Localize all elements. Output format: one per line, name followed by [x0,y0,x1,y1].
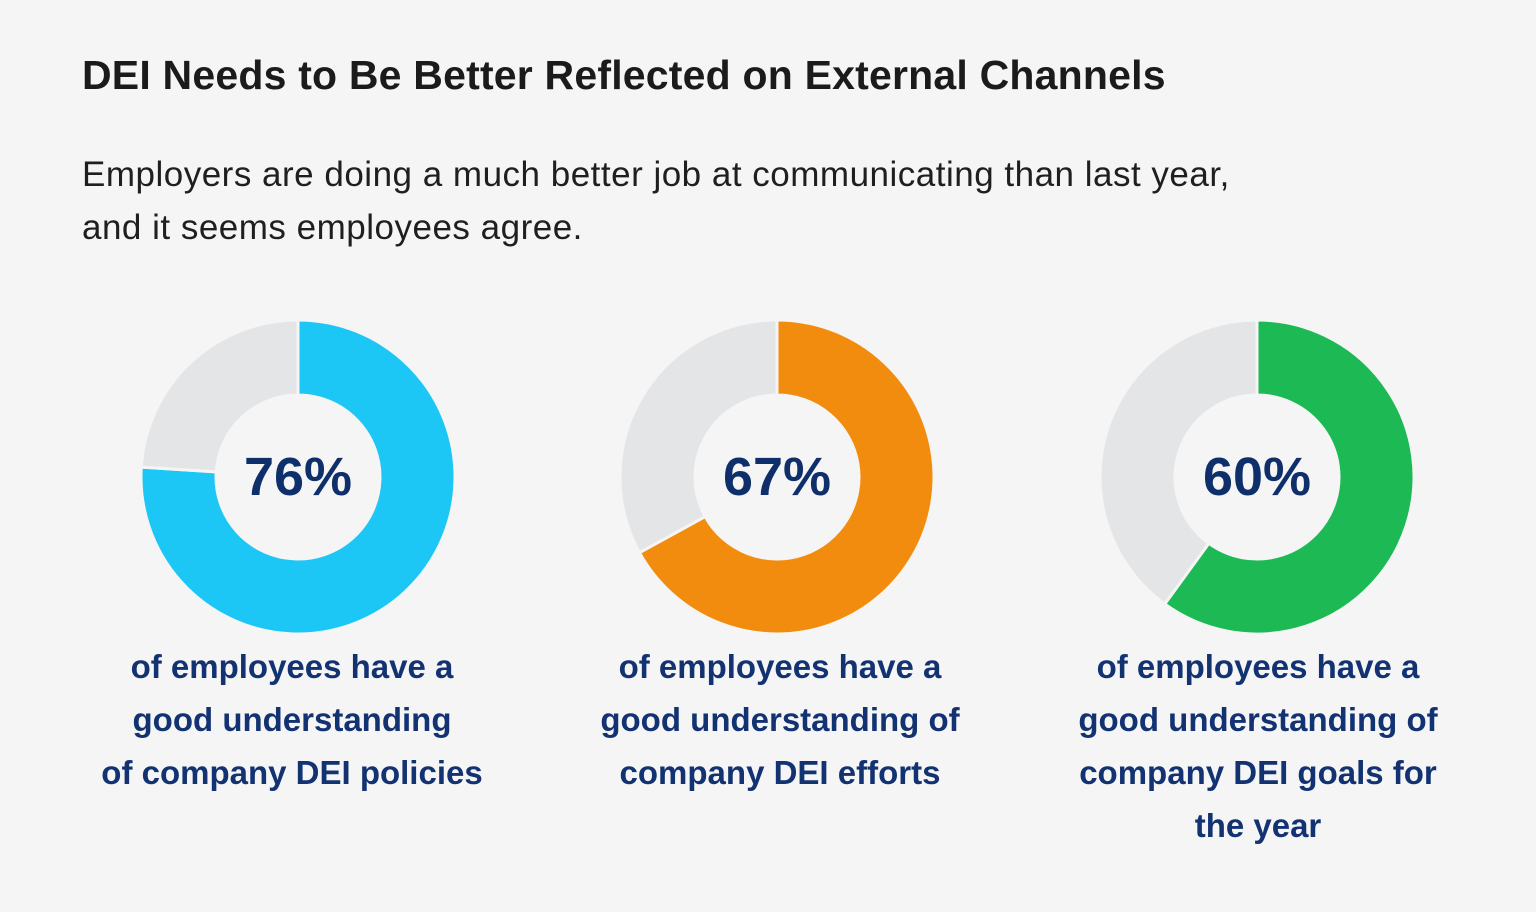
center-label: 60% [1203,447,1311,507]
caption-line: good understanding [132,701,452,738]
caption-policies: of employees have a good understanding o… [57,640,527,799]
caption-line: of employees have a [130,648,454,685]
caption-line: good understanding of [1078,701,1438,738]
donut-segment-value [139,318,457,636]
subtitle-line-1: Employers are doing a much better job at… [82,155,1230,194]
caption-line: of employees have a [1096,648,1420,685]
center-label: 76% [244,447,352,507]
subtitle-line-2: and it seems employees agree. [82,208,583,247]
donut-chart-policies: 76% [139,318,457,636]
caption-line: company DEI efforts [619,754,941,791]
donut-segment-remainder [1098,318,1259,607]
page-title: DEI Needs to Be Better Reflected on Exte… [82,52,1166,98]
donut-segment-value [637,318,936,636]
donut-segment-value [1162,318,1416,636]
page-subtitle: Employers are doing a much better job at… [82,148,1462,254]
donut-chart-goals: 60% [1098,318,1416,636]
donut-segment-remainder [139,318,300,474]
caption-line: of employees have a [618,648,942,685]
caption-efforts: of employees have a good understanding o… [545,640,1015,799]
donut-chart-efforts: 67% [618,318,936,636]
donut-segment-remainder [618,318,779,555]
caption-line: company DEI goals for [1079,754,1437,791]
center-label: 67% [723,447,831,507]
caption-goals: of employees have a good understanding o… [1023,640,1493,852]
caption-line: of company DEI policies [101,754,483,791]
caption-line: good understanding of [600,701,960,738]
caption-line: the year [1194,807,1322,844]
